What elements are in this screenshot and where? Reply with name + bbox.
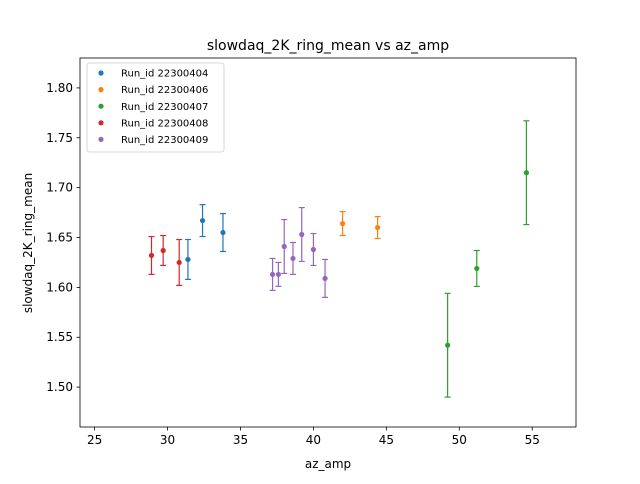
series-1 — [339, 210, 381, 240]
y-tick-label: 1.70 — [46, 181, 73, 195]
series-layer — [148, 120, 530, 398]
data-point — [299, 231, 305, 238]
series-4 — [269, 206, 329, 298]
data-point — [445, 342, 451, 348]
y-tick-label: 1.80 — [46, 81, 73, 95]
legend-box — [86, 62, 225, 153]
data-point — [275, 271, 281, 278]
data-point — [339, 220, 346, 227]
data-point — [523, 170, 530, 176]
x-axis-label: az_amp — [305, 457, 351, 471]
x-tick-label: 30 — [160, 433, 175, 447]
data-point — [185, 256, 191, 263]
data-point — [310, 246, 317, 253]
x-tick-label: 35 — [233, 433, 248, 447]
x-tick-label: 25 — [87, 433, 102, 447]
legend-marker — [98, 120, 104, 126]
legend-label: Run_id 22300404 — [121, 69, 208, 80]
data-point — [148, 252, 155, 259]
data-point — [199, 217, 206, 224]
data-point — [375, 224, 381, 231]
x-tick-label: 55 — [525, 433, 540, 447]
y-tick-label: 1.60 — [46, 280, 73, 294]
legend-marker — [98, 136, 104, 142]
legend-label: Run_id 22300408 — [121, 118, 208, 129]
series-0 — [184, 204, 226, 280]
y-tick-label: 1.55 — [46, 330, 73, 344]
x-tick-label: 40 — [306, 433, 321, 447]
legend-label: Run_id 22300406 — [121, 85, 208, 96]
legend-marker — [98, 87, 104, 93]
plot-area — [79, 57, 577, 428]
x-axis-ticks: 25 30 35 40 45 50 55 — [87, 427, 540, 447]
data-point — [160, 247, 166, 254]
data-point — [176, 259, 182, 266]
axes-frame — [79, 57, 577, 428]
y-tick-label: 1.75 — [46, 131, 73, 145]
data-point — [290, 255, 296, 262]
data-point — [474, 265, 480, 272]
data-point — [322, 275, 328, 282]
y-axis-ticks: 1.50 1.55 1.60 1.65 1.70 1.75 1.80 — [46, 81, 80, 394]
data-point — [281, 243, 287, 250]
legend-marker — [98, 103, 104, 109]
y-tick-label: 1.50 — [46, 380, 73, 394]
y-axis-label: slowdaq_2K_ring_mean — [21, 173, 35, 313]
legend-label: Run_id 22300409 — [121, 135, 208, 146]
series-2 — [444, 120, 530, 398]
data-point — [269, 271, 276, 278]
y-tick-label: 1.65 — [46, 231, 73, 245]
legend-marker — [98, 70, 104, 76]
data-point — [220, 229, 226, 236]
series-3 — [148, 234, 183, 286]
x-tick-label: 50 — [452, 433, 467, 447]
legend-label: Run_id 22300407 — [121, 102, 208, 113]
legend: Run_id 22300404 Run_id 22300406 Run_id 223… — [86, 62, 225, 153]
chart-title: slowdaq_2K_ring_mean vs az_amp — [207, 38, 449, 54]
x-tick-label: 45 — [379, 433, 394, 447]
